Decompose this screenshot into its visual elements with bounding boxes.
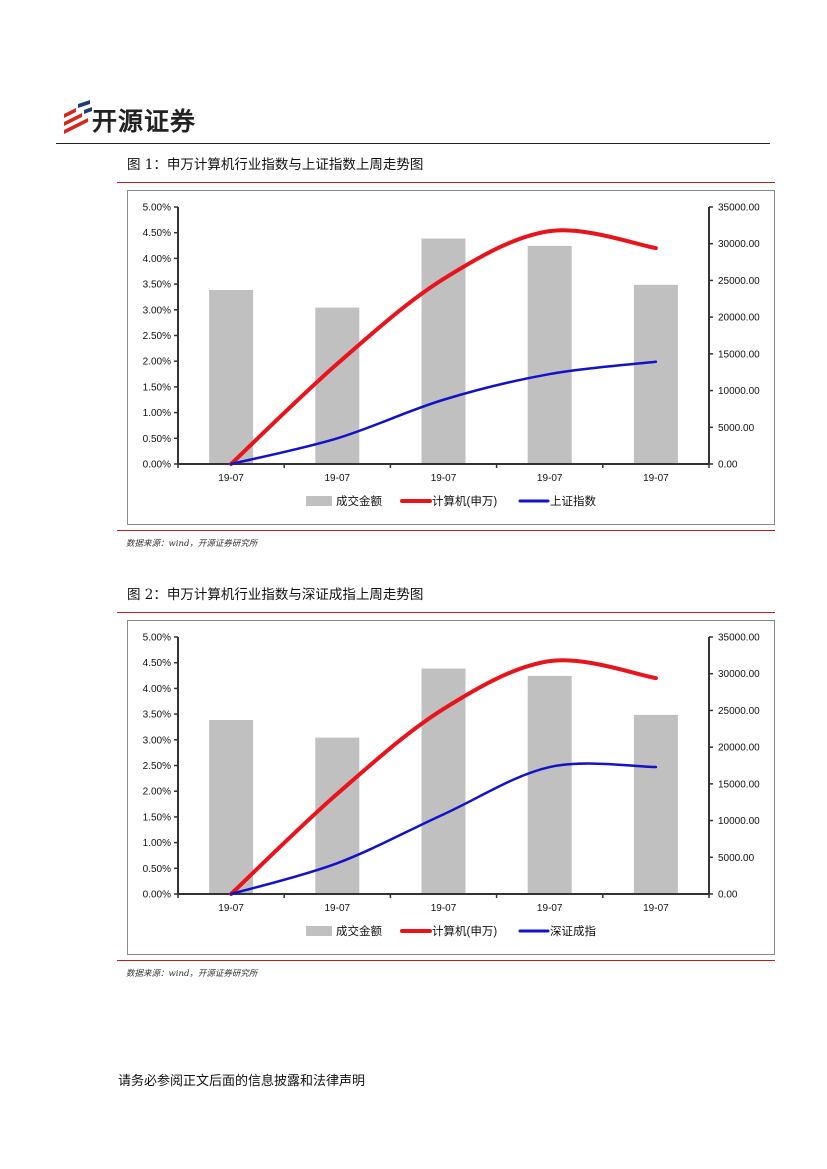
figure-2-bottom-rule — [117, 960, 775, 961]
legend-label: 成交金额 — [336, 924, 382, 938]
company-logo: 开源证券 — [62, 100, 262, 140]
bar-成交金额 — [421, 238, 466, 464]
right-tick-label: 10000.00 — [718, 816, 760, 827]
left-tick-label: 1.50% — [143, 812, 171, 823]
legend-swatch-成交金额 — [306, 496, 332, 506]
legend-label: 计算机(申万) — [432, 494, 497, 508]
right-tick-label: 35000.00 — [718, 633, 760, 644]
line-深证成指 — [229, 762, 658, 896]
left-tick-label: 1.00% — [143, 838, 171, 849]
left-tick-label: 2.50% — [143, 761, 171, 772]
right-tick-label: 0.00 — [718, 460, 738, 471]
left-tick-label: 0.00% — [143, 460, 171, 471]
right-tick-label: 0.00 — [718, 890, 738, 901]
legal-disclaimer: 请务必参阅正文后面的信息披露和法律声明 — [118, 1074, 366, 1089]
figure-2-chart: 0.00% 0.50% 1.00% 1.50% 2.00% 2.50% 3.00% 3.50%… — [127, 620, 775, 955]
figure-2-caption: 图 2：申万计算机行业指数与深证成指上周走势图 — [127, 587, 424, 603]
left-tick-label: 4.50% — [143, 658, 171, 669]
company-name: 开源证券 — [92, 107, 197, 136]
right-tick-label: 15000.00 — [718, 349, 760, 360]
x-tick-label: 19-07 — [643, 903, 669, 914]
figure-1-chart: 0.00% 0.50% 1.00% 1.50% 2.00% 2.50% 3.00% 3.50%… — [127, 190, 775, 525]
right-tick-label: 25000.00 — [718, 706, 760, 717]
line-上证指数 — [229, 360, 658, 466]
right-tick-label: 35000.00 — [718, 203, 760, 214]
left-tick-label: 0.50% — [143, 434, 171, 445]
left-tick-label: 4.50% — [143, 228, 171, 239]
bar-成交金额 — [633, 284, 678, 464]
legend-label: 深证成指 — [550, 924, 596, 938]
left-tick-label: 2.00% — [143, 357, 171, 368]
line-计算机(申万) — [229, 658, 658, 896]
left-tick-label: 3.00% — [143, 735, 171, 746]
right-tick-label: 15000.00 — [718, 779, 760, 790]
figure-1-source: 数据来源：wind，开源证券研究所 — [126, 539, 258, 549]
bar-成交金额 — [315, 307, 360, 464]
left-tick-label: 0.00% — [143, 890, 171, 901]
right-tick-label: 20000.00 — [718, 743, 760, 754]
right-tick-label: 30000.00 — [718, 239, 760, 250]
legend-label: 成交金额 — [336, 494, 382, 508]
left-tick-label: 5.00% — [143, 203, 171, 214]
figure-1-top-rule — [117, 182, 775, 183]
bar-成交金额 — [315, 737, 360, 894]
x-tick-label: 19-07 — [325, 903, 351, 914]
line-计算机(申万) — [229, 228, 658, 466]
legend-label: 计算机(申万) — [432, 924, 497, 938]
legend-label: 上证指数 — [550, 494, 596, 508]
bar-成交金额 — [527, 675, 572, 894]
right-tick-label: 10000.00 — [718, 386, 760, 397]
legend-swatch-成交金额 — [306, 926, 332, 936]
figure-1-bottom-rule — [117, 530, 775, 531]
right-tick-label: 5000.00 — [718, 853, 755, 864]
x-tick-label: 19-07 — [325, 473, 351, 484]
right-tick-label: 30000.00 — [718, 669, 760, 680]
x-tick-label: 19-07 — [431, 473, 457, 484]
right-tick-label: 25000.00 — [718, 276, 760, 287]
x-tick-label: 19-07 — [218, 903, 244, 914]
left-tick-label: 1.50% — [143, 382, 171, 393]
x-tick-label: 19-07 — [431, 903, 457, 914]
bar-成交金额 — [209, 289, 254, 464]
left-tick-label: 4.00% — [143, 254, 171, 265]
figure-2-chart-svg: 0.00% 0.50% 1.00% 1.50% 2.00% 2.50% 3.00% 3.50%… — [143, 633, 761, 939]
left-tick-label: 3.50% — [143, 710, 171, 721]
left-tick-label: 1.00% — [143, 408, 171, 419]
x-tick-label: 19-07 — [218, 473, 244, 484]
bar-成交金额 — [527, 245, 572, 464]
right-tick-label: 5000.00 — [718, 423, 755, 434]
left-tick-label: 2.00% — [143, 787, 171, 798]
left-tick-label: 5.00% — [143, 633, 171, 644]
figure-2-top-rule — [117, 612, 775, 613]
left-tick-label: 3.00% — [143, 305, 171, 316]
left-tick-label: 3.50% — [143, 280, 171, 291]
left-tick-label: 0.50% — [143, 864, 171, 875]
x-tick-label: 19-07 — [643, 473, 669, 484]
logo-mark-icon — [64, 100, 92, 134]
left-tick-label: 4.00% — [143, 684, 171, 695]
right-tick-label: 20000.00 — [718, 313, 760, 324]
bar-成交金额 — [633, 714, 678, 894]
left-tick-label: 2.50% — [143, 331, 171, 342]
figure-1-chart-svg: 0.00% 0.50% 1.00% 1.50% 2.00% 2.50% 3.00% 3.50%… — [143, 203, 761, 509]
header-divider — [56, 143, 770, 144]
bar-成交金额 — [421, 668, 466, 894]
x-tick-label: 19-07 — [537, 903, 563, 914]
figure-1-caption: 图 1：申万计算机行业指数与上证指数上周走势图 — [127, 157, 424, 173]
figure-2-source: 数据来源：wind，开源证券研究所 — [126, 969, 258, 979]
bar-成交金额 — [209, 719, 254, 894]
x-tick-label: 19-07 — [537, 473, 563, 484]
